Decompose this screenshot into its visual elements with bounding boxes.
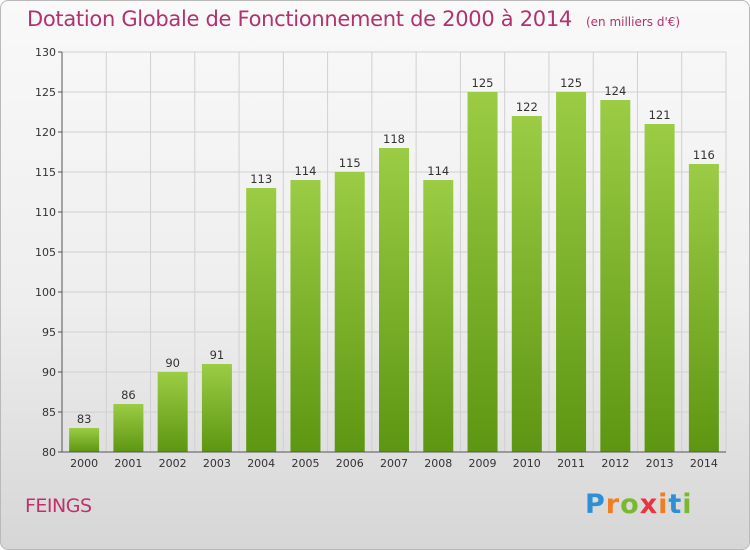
y-tick-label: 130 xyxy=(35,46,56,59)
logo-letter: x xyxy=(639,489,659,520)
x-tick-label: 2012 xyxy=(601,457,629,470)
logo-letter: o xyxy=(620,489,640,520)
bar-value-label: 122 xyxy=(516,100,538,114)
proxiti-logo[interactable]: Proxiti xyxy=(585,489,693,520)
commune-name: FEINGS xyxy=(25,495,92,517)
x-tick-label: 2014 xyxy=(690,457,718,470)
bar-value-label: 114 xyxy=(294,164,316,178)
y-tick-label: 115 xyxy=(35,166,56,179)
x-tick-label: 2013 xyxy=(646,457,674,470)
logo-letter: i xyxy=(682,489,693,520)
bar-value-label: 116 xyxy=(693,148,715,162)
bar-value-label: 118 xyxy=(383,132,405,146)
y-tick-label: 85 xyxy=(42,406,56,419)
y-tick-label: 105 xyxy=(35,246,56,259)
logo-letter: t xyxy=(668,489,683,520)
bar-value-label: 86 xyxy=(121,388,136,402)
bar xyxy=(290,180,321,452)
x-tick-label: 2005 xyxy=(291,457,319,470)
bar xyxy=(423,180,454,452)
bar xyxy=(644,124,675,452)
x-tick-label: 2011 xyxy=(557,457,585,470)
x-tick-label: 2002 xyxy=(159,457,187,470)
bar-value-label: 125 xyxy=(560,76,582,90)
bar-value-label: 125 xyxy=(472,76,494,90)
y-tick-label: 100 xyxy=(35,286,56,299)
logo-letter: r xyxy=(605,489,621,520)
bar-value-label: 91 xyxy=(210,348,225,362)
bar xyxy=(511,116,542,452)
bar-value-label: 114 xyxy=(427,164,449,178)
bar xyxy=(201,364,232,452)
x-tick-label: 2010 xyxy=(513,457,541,470)
y-tick-label: 95 xyxy=(42,326,56,339)
bar xyxy=(69,428,100,452)
y-tick-label: 90 xyxy=(42,366,56,379)
bar xyxy=(246,188,277,452)
bar xyxy=(688,164,719,452)
y-tick-label: 110 xyxy=(35,206,56,219)
bar xyxy=(379,148,409,452)
labels: 80 85 90 95 100 105 110 115 120 125 130 83 2000 86 200… xyxy=(35,46,718,470)
bar-value-label: 124 xyxy=(604,84,626,98)
x-tick-label: 2004 xyxy=(247,457,275,470)
bar-value-label: 83 xyxy=(77,412,92,426)
x-tick-label: 2009 xyxy=(469,457,497,470)
logo-letter: P xyxy=(585,489,606,520)
bar xyxy=(556,92,587,452)
bar xyxy=(600,100,631,452)
bar xyxy=(113,404,144,452)
y-tick-label: 125 xyxy=(35,86,56,99)
y-tick-label: 120 xyxy=(35,126,56,139)
bar xyxy=(334,172,365,452)
chart-title-block: Dotation Globale de Fonctionnement de 20… xyxy=(27,7,680,31)
chart-title: Dotation Globale de Fonctionnement de 20… xyxy=(27,7,572,31)
bar-value-label: 115 xyxy=(339,156,361,170)
x-tick-label: 2008 xyxy=(424,457,452,470)
x-tick-label: 2001 xyxy=(114,457,142,470)
bar-value-label: 121 xyxy=(649,108,671,122)
y-tick-label: 80 xyxy=(42,446,56,459)
chart-unit-note: (en milliers d'€) xyxy=(585,15,681,29)
bar xyxy=(157,372,188,452)
bar xyxy=(467,92,498,452)
x-tick-label: 2006 xyxy=(336,457,364,470)
x-tick-label: 2000 xyxy=(70,457,98,470)
bar-value-label: 113 xyxy=(250,172,272,186)
bars xyxy=(69,92,719,452)
x-tick-label: 2003 xyxy=(203,457,231,470)
logo-letter: i xyxy=(658,489,669,520)
bar-value-label: 90 xyxy=(165,356,180,370)
axes xyxy=(58,51,726,453)
x-tick-label: 2007 xyxy=(380,457,408,470)
